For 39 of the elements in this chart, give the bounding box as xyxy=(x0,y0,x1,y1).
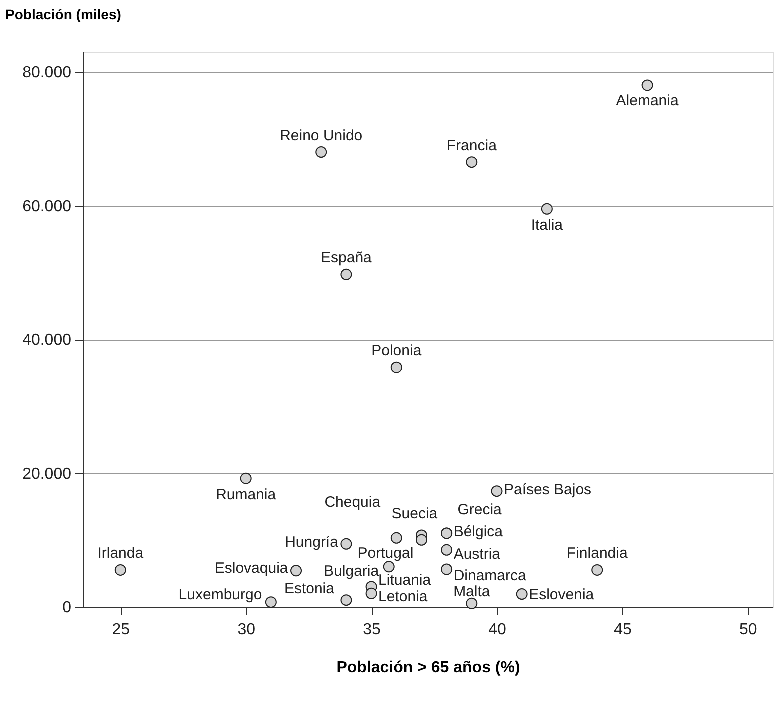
data-label: Eslovenia xyxy=(529,586,595,604)
data-label: Francia xyxy=(446,137,498,154)
data-label: Hungría xyxy=(285,534,340,552)
data-label: Rumania xyxy=(216,486,277,504)
y-tick-label: 60.000 xyxy=(22,198,72,216)
data-label: Suecia xyxy=(392,505,438,522)
data-label: Bélgica xyxy=(454,523,504,540)
data-label: Alemania xyxy=(616,92,680,110)
data-label: Luxemburgo xyxy=(178,586,262,604)
data-label: Grecia xyxy=(458,501,503,518)
data-label: Italia xyxy=(531,217,564,234)
y-tick-label: 80.000 xyxy=(22,64,72,82)
x-tick-label: 40 xyxy=(488,622,506,638)
x-tick-label: 25 xyxy=(112,622,130,638)
data-label: Países Bajos xyxy=(504,481,592,498)
data-label: Irlanda xyxy=(98,545,144,562)
data-label: Lituania xyxy=(378,572,432,589)
data-label: Bulgaria xyxy=(324,562,380,580)
data-label: Estonia xyxy=(284,580,336,598)
x-tick-label: 35 xyxy=(363,622,382,638)
data-label: Malta xyxy=(454,584,491,601)
data-label: Dinamarca xyxy=(454,568,527,585)
data-label: Portugal xyxy=(358,545,414,562)
data-label: Chequia xyxy=(324,494,382,512)
y-tick-label: 20.000 xyxy=(22,466,72,483)
y-tick-label: 40.000 xyxy=(22,332,72,350)
x-axis-title: Población > 65 años (%) xyxy=(336,660,520,676)
x-tick-label: 50 xyxy=(740,622,758,638)
y-axis-title: Población (miles) xyxy=(6,6,122,22)
data-label: Polonia xyxy=(372,342,422,360)
data-label: Finlandia xyxy=(566,545,628,562)
data-label: Austria xyxy=(454,546,502,564)
data-label: España xyxy=(321,250,373,267)
data-label: Letonia xyxy=(378,588,428,606)
y-tick-label: 0 xyxy=(62,600,72,616)
x-tick-label: 30 xyxy=(238,622,256,638)
data-label: Eslovaquia xyxy=(214,560,289,577)
data-label: Reino Unido xyxy=(280,127,363,144)
x-tick-label: 45 xyxy=(614,622,632,638)
